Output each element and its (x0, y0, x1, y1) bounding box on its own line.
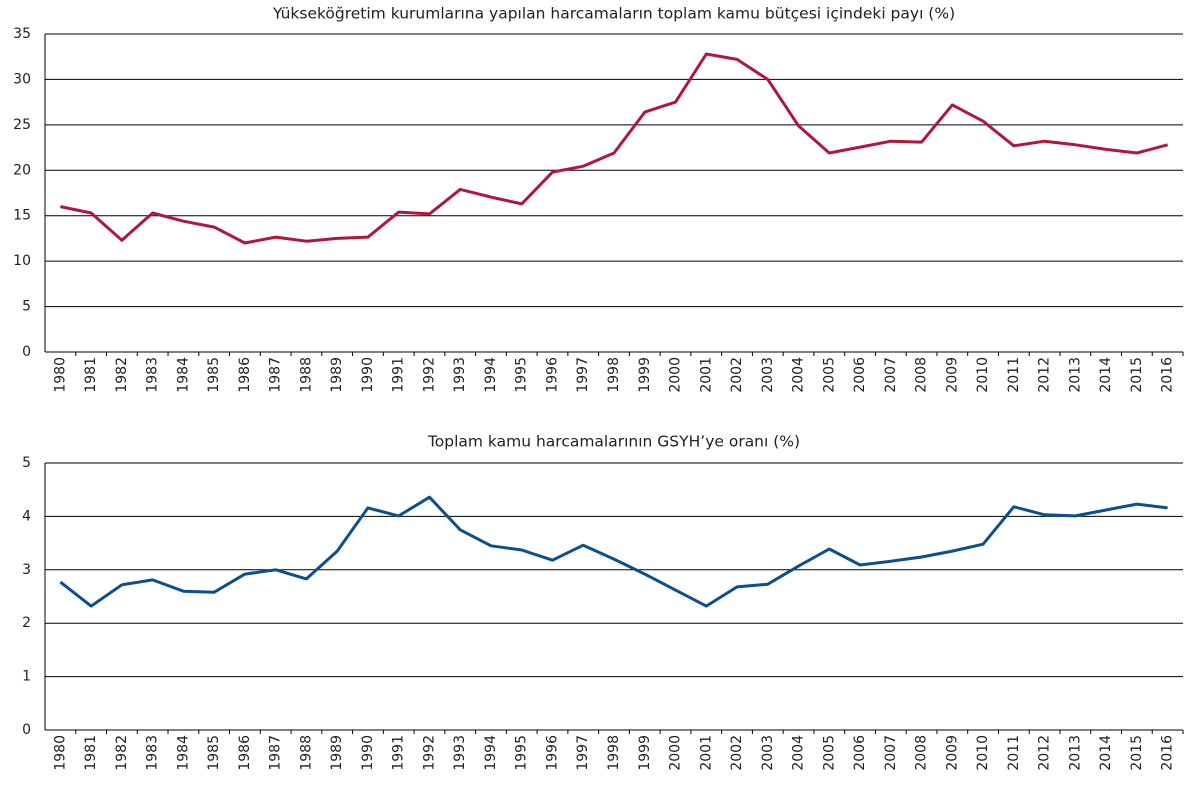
y-tick-label: 4 (22, 508, 31, 524)
chart-title: Yükseköğretim kurumlarına yapılan harcam… (272, 5, 955, 23)
x-tick-label: 1998 (606, 357, 622, 393)
x-tick-label: 1993 (452, 357, 468, 393)
x-tick-label: 1981 (83, 357, 99, 393)
x-tick-label: 1998 (606, 735, 622, 771)
y-tick-label: 10 (13, 253, 31, 269)
x-tick-label: 1988 (298, 357, 314, 393)
x-tick-label: 1994 (483, 357, 499, 393)
x-tick-label: 1995 (514, 735, 530, 771)
y-tick-label: 0 (22, 344, 31, 360)
x-tick-label: 1994 (483, 735, 499, 771)
x-tick-label: 2010 (975, 735, 991, 771)
y-tick-label: 20 (13, 162, 31, 178)
y-tick-label: 5 (22, 299, 31, 315)
x-tick-label: 1996 (544, 735, 560, 771)
x-tick-label: 2004 (791, 357, 807, 393)
x-tick-label: 1988 (298, 735, 314, 771)
x-tick-label: 2012 (1037, 735, 1053, 771)
y-tick-label: 15 (13, 208, 31, 224)
x-tick-label: 2002 (729, 735, 745, 771)
x-tick-label: 1985 (206, 357, 222, 393)
x-tick-label: 2015 (1129, 735, 1145, 771)
y-tick-label: 30 (13, 71, 31, 87)
x-tick-label: 1997 (575, 357, 591, 393)
x-tick-label: 1997 (575, 735, 591, 771)
x-tick-label: 2014 (1098, 357, 1114, 393)
data-line (60, 52, 1168, 245)
data-line (59, 495, 1168, 608)
x-tick-label: 1982 (114, 735, 130, 771)
x-tick-label: 1986 (237, 735, 253, 771)
x-tick-label: 2009 (944, 735, 960, 771)
x-tick-label: 1983 (145, 357, 161, 393)
x-tick-label: 2001 (698, 357, 714, 393)
x-tick-label: 2005 (821, 735, 837, 771)
x-tick-label: 1986 (237, 357, 253, 393)
x-tick-label: 1987 (268, 735, 284, 771)
y-tick-label: 5 (22, 455, 31, 471)
x-tick-label: 1996 (544, 357, 560, 393)
x-tick-label: 2011 (1006, 357, 1022, 393)
x-tick-label: 2014 (1098, 735, 1114, 771)
x-tick-label: 1993 (452, 735, 468, 771)
x-tick-label: 2002 (729, 357, 745, 393)
x-tick-label: 1999 (637, 357, 653, 393)
y-tick-label: 25 (13, 117, 31, 133)
x-tick-label: 2005 (821, 357, 837, 393)
x-tick-label: 1989 (329, 735, 345, 771)
x-tick-label: 2000 (668, 735, 684, 771)
x-tick-label: 1995 (514, 357, 530, 393)
x-tick-label: 1982 (114, 357, 130, 393)
x-tick-label: 2011 (1006, 735, 1022, 771)
x-tick-label: 2006 (852, 357, 868, 393)
x-tick-label: 2009 (944, 357, 960, 393)
x-tick-label: 2000 (668, 357, 684, 393)
y-tick-label: 35 (13, 26, 31, 42)
x-tick-label: 2015 (1129, 357, 1145, 393)
x-tick-label: 2001 (698, 735, 714, 771)
y-tick-label: 3 (22, 562, 31, 578)
x-tick-label: 2007 (883, 357, 899, 393)
x-tick-label: 1980 (52, 357, 68, 393)
x-tick-label: 2010 (975, 357, 991, 393)
x-tick-label: 1990 (360, 357, 376, 393)
x-tick-label: 2016 (1160, 357, 1176, 393)
y-tick-label: 2 (22, 615, 31, 631)
x-tick-label: 1980 (52, 735, 68, 771)
x-tick-label: 2013 (1067, 357, 1083, 393)
x-tick-label: 2003 (760, 357, 776, 393)
x-tick-label: 2008 (914, 735, 930, 771)
x-tick-label: 1990 (360, 735, 376, 771)
x-tick-label: 2006 (852, 735, 868, 771)
x-tick-label: 1991 (391, 735, 407, 771)
x-tick-label: 1983 (145, 735, 161, 771)
x-tick-label: 2012 (1037, 357, 1053, 393)
x-tick-label: 1989 (329, 357, 345, 393)
y-tick-label: 1 (22, 669, 31, 685)
x-tick-label: 2016 (1160, 735, 1176, 771)
x-tick-label: 1987 (268, 357, 284, 393)
x-tick-label: 2004 (791, 735, 807, 771)
x-tick-label: 1984 (175, 357, 191, 393)
x-tick-label: 2003 (760, 735, 776, 771)
x-tick-label: 1999 (637, 735, 653, 771)
x-tick-label: 2013 (1067, 735, 1083, 771)
x-tick-label: 1981 (83, 735, 99, 771)
x-tick-label: 2008 (914, 357, 930, 393)
x-tick-label: 1992 (421, 357, 437, 393)
chart-title: Toplam kamu harcamalarının GSYH’ye oranı… (427, 433, 800, 451)
x-tick-label: 1991 (391, 357, 407, 393)
x-tick-label: 2007 (883, 735, 899, 771)
x-tick-label: 1984 (175, 735, 191, 771)
x-tick-label: 1992 (421, 735, 437, 771)
x-tick-label: 1985 (206, 735, 222, 771)
y-tick-label: 0 (22, 722, 31, 738)
